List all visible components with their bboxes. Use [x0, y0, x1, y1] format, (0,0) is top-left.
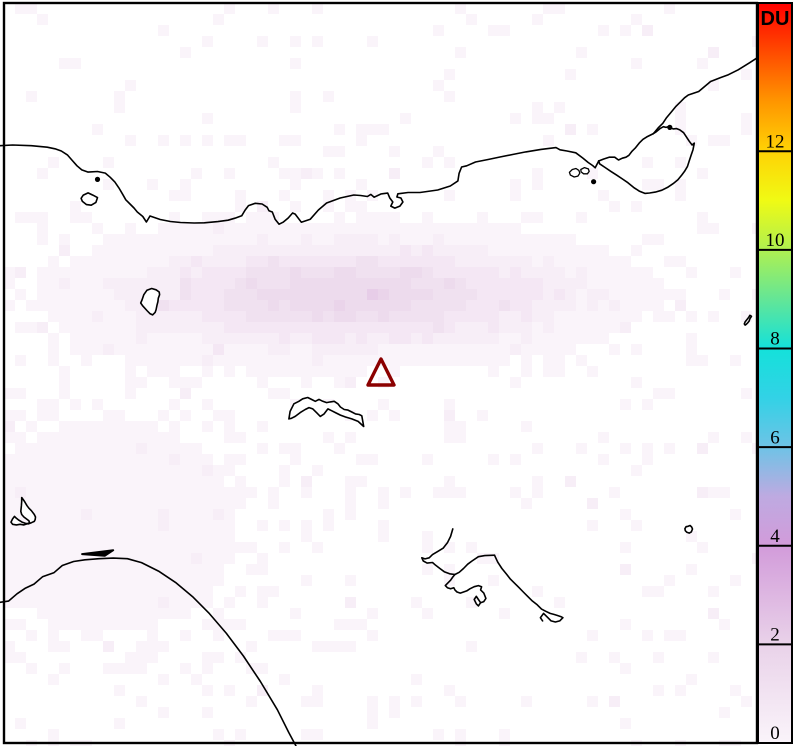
svg-text:8: 8 — [770, 329, 780, 350]
svg-text:6: 6 — [770, 427, 780, 448]
svg-text:0: 0 — [770, 723, 780, 744]
svg-text:2: 2 — [770, 625, 780, 646]
svg-text:12: 12 — [766, 132, 785, 153]
svg-text:DU: DU — [761, 8, 790, 30]
svg-text:4: 4 — [770, 526, 780, 547]
svg-text:10: 10 — [766, 230, 785, 251]
